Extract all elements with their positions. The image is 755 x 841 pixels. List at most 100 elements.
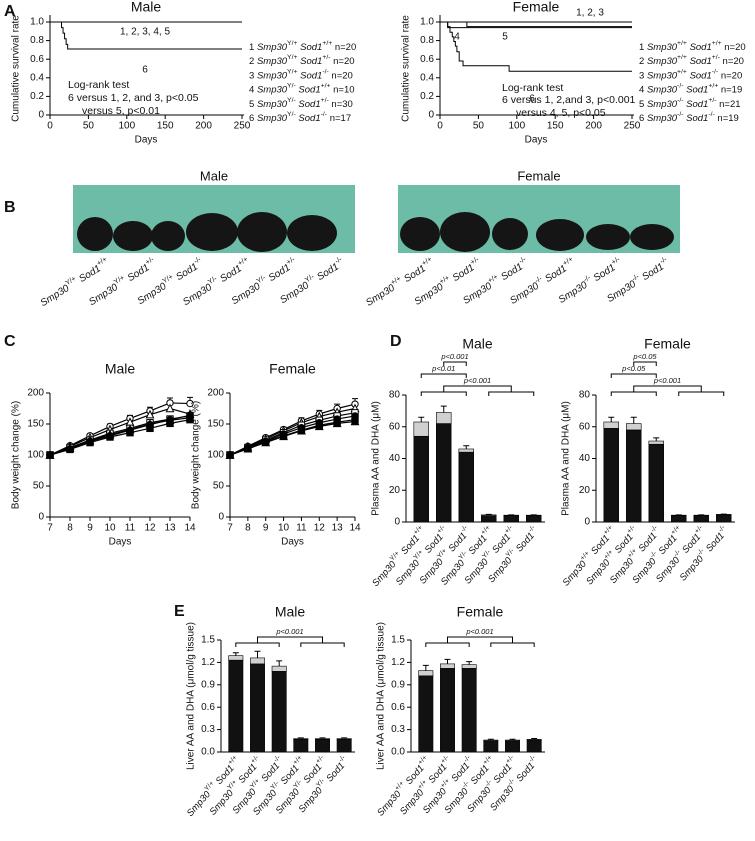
- x-tick-label: 0: [47, 121, 53, 132]
- point: [243, 443, 253, 453]
- annotation: 6 versus 1, 2,and 3, p<0.001: [502, 94, 636, 106]
- error-bar: [531, 738, 538, 740]
- legend-entry: 4 Smp30-/- Sod1+/+ n=19: [639, 82, 742, 95]
- photo-title: Male: [200, 168, 228, 183]
- annotation: p<0.05: [621, 364, 646, 373]
- bar-segment: [693, 515, 709, 523]
- y-tick-label: 0.6: [420, 54, 434, 65]
- series-label: 4: [454, 32, 460, 43]
- x-tick-label: 200: [195, 121, 212, 132]
- point: [65, 443, 75, 452]
- y-tick-label: 0.3: [201, 724, 215, 735]
- chart: 0 50 100 150 200 7 8 9 10 11 12 13 14 Male Days Body we…: [11, 361, 196, 548]
- annotation: p<0.001: [440, 352, 468, 361]
- chart-title: Male: [131, 0, 162, 15]
- x-tick-label: 8: [67, 523, 73, 534]
- chart-title: Female: [513, 0, 560, 15]
- x-axis-label: Days: [135, 135, 158, 146]
- panel-label: E: [174, 603, 185, 620]
- y-tick-label: 0.9: [201, 679, 215, 690]
- x-tick-label: 14: [349, 523, 361, 534]
- series-label: 1, 2, 3, 4, 5: [120, 27, 170, 38]
- y-tick-label: 60: [579, 421, 591, 432]
- chart-title: Female: [269, 361, 316, 377]
- panel-label: D: [390, 333, 402, 350]
- bar-segment: [505, 740, 520, 753]
- error-bar: [254, 650, 261, 658]
- point: [145, 409, 155, 419]
- point: [332, 418, 342, 428]
- x-tick-label: 14: [184, 523, 196, 534]
- y-tick-label: 0.8: [420, 35, 434, 46]
- x-tick-label: 10: [278, 523, 290, 534]
- y-axis-label: Cumulative survival rate: [11, 15, 22, 122]
- annotation: versus 5, p<0.01: [82, 105, 160, 117]
- y-tick-label: 1.2: [391, 657, 405, 668]
- annotation: versus 4, 5, p<0.05: [516, 107, 606, 119]
- bar-segment: [505, 739, 520, 742]
- y-axis-label: Body weight change (%): [191, 401, 202, 509]
- photo-title: Female: [517, 168, 560, 183]
- legend-entry: 3 Smp30Y/+ Sod1-/- n=20: [249, 68, 353, 81]
- survival-line: [440, 21, 632, 28]
- bar-segment: [336, 738, 352, 740]
- annotation: p<0.001: [465, 627, 493, 636]
- point: [165, 415, 175, 424]
- bar-segment: [418, 670, 434, 677]
- bar-segment: [461, 668, 477, 753]
- bar-segment: [603, 421, 619, 429]
- y-tick-label: 0.6: [391, 702, 405, 713]
- y-tick-label: 20: [579, 485, 591, 496]
- x-tick-label: 9: [87, 523, 93, 534]
- bar-segment: [503, 515, 519, 523]
- bar-segment: [293, 739, 309, 753]
- error-bar: [463, 445, 470, 449]
- x-axis-label: Days: [109, 537, 132, 548]
- x-tick-label: 11: [125, 523, 136, 534]
- bar-segment: [413, 435, 429, 523]
- series-label: 5: [502, 32, 508, 43]
- bar-segment: [228, 655, 244, 661]
- legend-entry: 5 Smp30Y/- Sod1+/- n=30: [249, 97, 353, 110]
- error-bar: [466, 661, 473, 665]
- y-tick-label: 1.0: [30, 17, 44, 28]
- panel-label: C: [4, 333, 16, 350]
- photo-panel: [73, 185, 680, 253]
- y-tick-label: 100: [207, 450, 224, 461]
- error-bar: [297, 737, 304, 739]
- y-tick-label: 0: [38, 110, 44, 121]
- series-label: 6: [529, 94, 535, 105]
- legend-entry: 4 Smp30Y/- Sod1+/+ n=10: [249, 82, 355, 95]
- y-tick-label: 0: [218, 512, 224, 523]
- x-tick-label: 200: [585, 121, 602, 132]
- y-tick-label: 1.2: [201, 657, 215, 668]
- x-tick-label: 50: [473, 121, 485, 132]
- y-tick-label: 40: [389, 453, 401, 464]
- point: [165, 403, 175, 413]
- bar-segment: [458, 451, 474, 523]
- legend-entry: 1 Smp30+/+ Sod1+/+ n=20: [639, 40, 746, 53]
- bar-segment: [413, 421, 429, 437]
- error-bar: [276, 660, 283, 667]
- y-tick-label: 150: [207, 419, 224, 430]
- x-tick-label: 7: [47, 523, 53, 534]
- annotation: p<0.01: [431, 364, 455, 373]
- x-tick-label: 50: [83, 121, 95, 132]
- y-tick-label: 0.6: [30, 54, 44, 65]
- x-tick-label: 12: [144, 523, 156, 534]
- chart: 0 50 100 150 200 7 8 9 10 11 12 13 14 Female Days Body …: [191, 361, 361, 548]
- bar-segment: [336, 739, 352, 753]
- bar-segment: [483, 740, 499, 753]
- bar-segment: [250, 663, 265, 753]
- y-tick-label: 0: [584, 517, 590, 528]
- annotation: p<0.05: [632, 352, 657, 361]
- x-tick-label: 150: [157, 121, 174, 132]
- error-bar: [319, 737, 326, 739]
- bar-segment: [461, 664, 477, 669]
- annotation: p<0.001: [275, 627, 303, 636]
- bar-segment: [228, 659, 244, 753]
- legend-entry: 3 Smp30+/+ Sod1-/- n=20: [639, 68, 742, 81]
- annotation: p<0.001: [653, 376, 681, 385]
- legend-entry: 6 Smp30Y/- Sod1-/- n=17: [249, 111, 351, 124]
